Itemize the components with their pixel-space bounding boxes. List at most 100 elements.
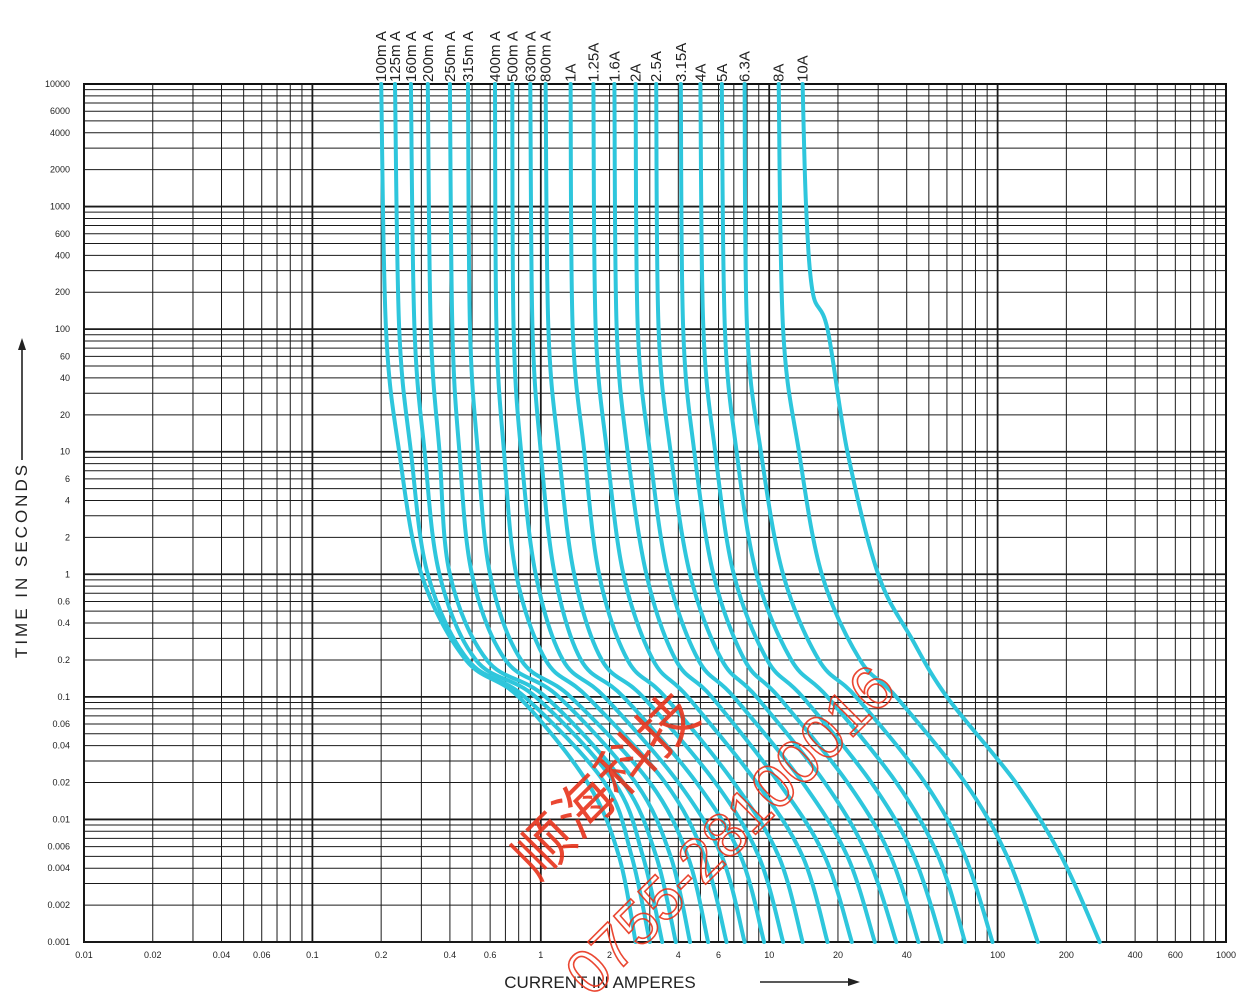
series-label: 1.25A [585, 43, 602, 82]
y-tick-label: 200 [55, 287, 70, 297]
y-tick-label: 0.2 [57, 655, 70, 665]
series-label: 5A [714, 64, 731, 82]
series-curve [633, 82, 877, 944]
series-curve [776, 82, 1040, 944]
y-tick-label: 400 [55, 250, 70, 260]
x-tick-label: 0.01 [75, 950, 93, 960]
y-tick-label: 4 [65, 495, 70, 505]
series-curve [591, 82, 830, 944]
series-curve [654, 82, 899, 944]
y-axis-label: TIME IN SECONDS [12, 462, 31, 658]
x-tick-label: 100 [990, 950, 1005, 960]
y-tick-label: 0.001 [47, 937, 70, 947]
x-tick-labels: 0.01 0.02 0.04 0.06 0.1 0.2 0.4 0.6 1 2 4 6 10 20 40 10… [75, 950, 1236, 960]
series-curve [678, 82, 921, 944]
series-curve [493, 82, 729, 944]
series-curve [543, 82, 786, 944]
series-curve [800, 82, 1102, 944]
x-tick-label: 10 [764, 950, 774, 960]
y-tick-label: 1000 [50, 202, 70, 212]
x-tick-label: 1 [538, 950, 543, 960]
x-tick-label: 0.1 [306, 950, 319, 960]
series-curve [425, 82, 678, 944]
y-tick-label: 0.4 [57, 618, 70, 628]
y-tick-label: 0.002 [47, 900, 70, 910]
series-label: 1A [563, 64, 580, 82]
y-tick-label: 60 [60, 351, 70, 361]
x-axis-arrow-icon [760, 978, 860, 986]
series-label: 2A [628, 64, 645, 82]
y-tick-label: 0.006 [47, 842, 70, 852]
x-tick-label: 0.04 [213, 950, 231, 960]
y-tick-label: 0.6 [57, 596, 70, 606]
x-tick-label: 0.6 [484, 950, 497, 960]
y-tick-label: 4000 [50, 128, 70, 138]
x-tick-label: 2 [607, 950, 612, 960]
y-tick-label: 10000 [45, 79, 70, 89]
y-tick-label: 0.1 [57, 692, 70, 702]
y-tick-label: 0.004 [47, 863, 70, 873]
series-curve [528, 82, 767, 944]
x-tick-label: 1000 [1216, 950, 1236, 960]
series-curve [742, 82, 995, 944]
series-label: 10A [795, 55, 812, 82]
series-label: 400m A [487, 31, 504, 82]
y-tick-label: 6000 [50, 106, 70, 116]
y-tick-label: 40 [60, 373, 70, 383]
series-curve [612, 82, 854, 944]
x-tick-label: 600 [1168, 950, 1183, 960]
y-tick-label: 0.06 [52, 719, 70, 729]
series-curves [379, 82, 1102, 944]
x-tick-label: 6 [716, 950, 721, 960]
series-label: 8A [771, 64, 788, 82]
x-tick-label: 0.02 [144, 950, 162, 960]
x-axis-label: CURRENT IN AMPERES [504, 973, 695, 992]
y-tick-label: 2 [65, 532, 70, 542]
series-curve [379, 82, 638, 944]
y-tick-label: 100 [55, 324, 70, 334]
series-curve [393, 82, 652, 944]
series-label: 100m A [373, 31, 390, 82]
x-tick-label: 40 [902, 950, 912, 960]
y-tick-label: 20 [60, 410, 70, 420]
series-label: 160m A [403, 31, 420, 82]
series-curve [510, 82, 747, 944]
y-axis-arrow-icon [18, 338, 26, 460]
series-label: 315m A [460, 31, 477, 82]
series-curve [698, 82, 944, 944]
series-label: 800m A [538, 31, 555, 82]
x-tick-label: 0.4 [444, 950, 457, 960]
series-label: 4A [692, 64, 709, 82]
series-label: 2.5A [648, 51, 665, 82]
x-tick-label: 0.2 [375, 950, 388, 960]
series-curve [408, 82, 665, 944]
series-curve [719, 82, 967, 944]
series-curve [447, 82, 692, 944]
y-tick-label: 10 [60, 447, 70, 457]
y-tick-labels: 0.001 0.002 0.004 0.006 0.01 0.02 0.04 0.06 0.1 0… [45, 79, 70, 947]
x-tick-label: 20 [833, 950, 843, 960]
y-tick-label: 6 [65, 474, 70, 484]
series-label: 125m A [387, 31, 404, 82]
series-label: 1.6A [606, 51, 623, 82]
series-label: 6.3A [737, 51, 754, 82]
x-tick-label: 0.06 [253, 950, 271, 960]
y-tick-label: 0.01 [52, 814, 70, 824]
series-curve [466, 82, 711, 944]
y-tick-label: 600 [55, 229, 70, 239]
x-tick-label: 4 [676, 950, 681, 960]
series-label: 500m A [504, 31, 521, 82]
series-label: 3.15A [673, 43, 690, 82]
series-label: 200m A [420, 31, 437, 82]
x-tick-label: 400 [1128, 950, 1143, 960]
y-tick-label: 0.04 [52, 741, 70, 751]
y-tick-label: 2000 [50, 165, 70, 175]
y-tick-label: 1 [65, 569, 70, 579]
series-label: 630m A [522, 31, 539, 82]
x-tick-label: 200 [1059, 950, 1074, 960]
y-tick-label: 0.02 [52, 778, 70, 788]
series-label: 250m A [442, 31, 459, 82]
series-curve [568, 82, 805, 944]
